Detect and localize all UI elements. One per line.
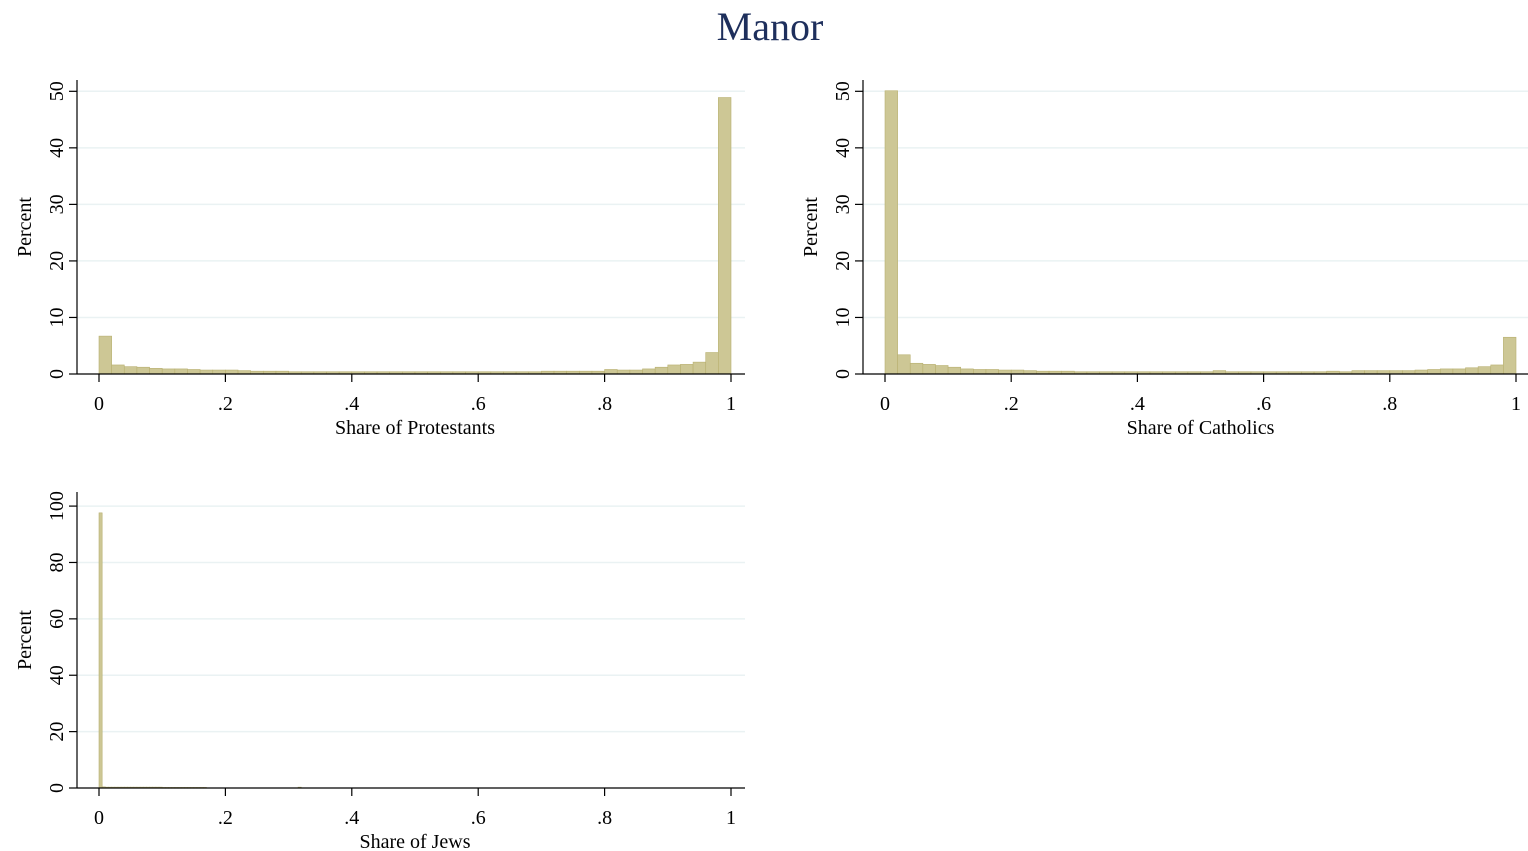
x-axis-title: Share of Jews	[359, 831, 470, 851]
x-tick-label: .6	[1256, 393, 1271, 415]
histogram-bar	[718, 97, 732, 375]
y-tick-label: 20	[46, 722, 68, 742]
histogram-bar	[1503, 336, 1517, 375]
histogram-bar	[667, 364, 681, 375]
x-tick-label: .8	[1382, 393, 1397, 415]
histogram-bar	[909, 362, 924, 375]
y-tick-label: 40	[832, 138, 854, 158]
histogram-bar	[935, 365, 949, 375]
x-tick-label: 0	[94, 393, 104, 415]
x-axis-title: Share of Catholics	[1127, 417, 1275, 439]
y-axis-title: Percent	[14, 197, 36, 257]
histogram-bar	[98, 335, 112, 375]
x-tick-label: .6	[471, 807, 486, 829]
y-tick-label: 100	[46, 491, 68, 521]
y-tick-label: 20	[832, 251, 854, 271]
y-tick-label: 80	[46, 552, 68, 572]
histogram-bar	[884, 90, 898, 375]
x-tick-label: .2	[218, 807, 233, 829]
x-tick-label: .4	[344, 807, 359, 829]
histogram-bar	[897, 354, 911, 375]
histogram-bar	[1427, 369, 1441, 375]
x-tick-label: .2	[1004, 393, 1019, 415]
histogram-bar	[654, 366, 669, 375]
panel-top-left: 0 10 20 30 40 50 0 .2 .4 .6 .8 1 Share of Protestant…	[14, 80, 745, 439]
x-tick-label: 1	[1511, 393, 1521, 415]
histogram-bar	[187, 369, 201, 375]
histogram-bar	[1477, 366, 1492, 375]
histogram-bar	[692, 361, 707, 375]
histogram-bar	[985, 369, 999, 375]
histogram-bar	[149, 368, 163, 375]
x-tick-label: 0	[880, 393, 890, 415]
y-tick-label: 50	[832, 81, 854, 101]
y-tick-label: 40	[46, 138, 68, 158]
y-tick-label: 40	[46, 665, 68, 685]
histogram-bar	[161, 368, 176, 375]
y-tick-label: 10	[832, 307, 854, 327]
y-tick-label: 20	[46, 251, 68, 271]
y-tick-label: 50	[46, 81, 68, 101]
histogram-bar	[174, 368, 188, 375]
figure-title: Manor	[717, 4, 824, 49]
panel-bottom-left: 0 20 40 60 80 100 0 .2 .4 .6 .8 1 Share of Jews Perce…	[14, 491, 745, 851]
histogram-bar	[604, 369, 618, 375]
histogram-bar	[123, 366, 138, 375]
histogram-bar	[111, 364, 125, 375]
y-tick-label: 0	[46, 783, 68, 793]
x-tick-label: .6	[471, 393, 486, 415]
y-tick-label: 60	[46, 609, 68, 629]
histogram-bar	[1439, 368, 1454, 375]
histogram-bar	[642, 368, 656, 375]
histogram-bar	[1490, 364, 1504, 375]
y-axis-title: Percent	[800, 197, 822, 257]
y-tick-label: 30	[832, 194, 854, 214]
x-tick-label: 0	[94, 807, 104, 829]
x-tick-label: .4	[1130, 393, 1145, 415]
histogram-bar	[947, 366, 962, 375]
x-tick-label: 1	[726, 807, 736, 829]
x-tick-label: .8	[597, 807, 612, 829]
x-tick-label: .4	[344, 393, 359, 415]
histogram-bar	[98, 512, 103, 789]
panel-top-right: 0 10 20 30 40 50 0 .2 .4 .6 .8 1 Share of Catholics P…	[800, 80, 1528, 439]
histogram-bar	[680, 364, 694, 375]
histogram-bar	[136, 366, 150, 375]
histogram-bar	[960, 368, 974, 375]
y-axis-title: Percent	[14, 610, 36, 670]
y-tick-label: 30	[46, 194, 68, 214]
x-tick-label: .2	[218, 393, 233, 415]
y-tick-label: 0	[46, 369, 68, 379]
histogram-bar	[1465, 367, 1479, 375]
x-tick-label: 1	[726, 393, 736, 415]
histogram-bar	[973, 369, 987, 375]
x-tick-label: .8	[597, 393, 612, 415]
histogram-bar	[705, 352, 719, 375]
histogram-bar	[1452, 368, 1466, 375]
histogram-bar	[922, 364, 936, 375]
y-tick-label: 0	[832, 369, 854, 379]
y-tick-label: 10	[46, 307, 68, 327]
x-axis-title: Share of Protestants	[335, 417, 495, 439]
